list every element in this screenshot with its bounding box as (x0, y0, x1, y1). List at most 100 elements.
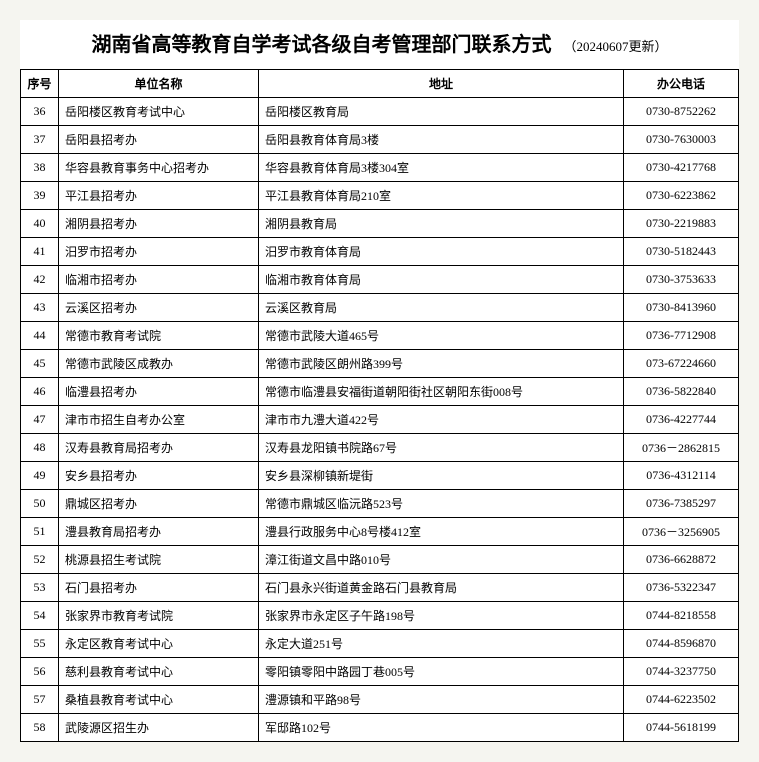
table-row: 55永定区教育考试中心永定大道251号0744-8596870 (21, 630, 739, 658)
cell-name: 岳阳楼区教育考试中心 (59, 98, 259, 126)
cell-phone: 0744-8218558 (624, 602, 739, 630)
cell-seq: 46 (21, 378, 59, 406)
cell-name: 石门县招考办 (59, 574, 259, 602)
table-row: 57桑植县教育考试中心澧源镇和平路98号0744-6223502 (21, 686, 739, 714)
table-header-row: 序号 单位名称 地址 办公电话 (21, 70, 739, 98)
table-row: 47津市市招生自考办公室津市市九澧大道422号0736-4227744 (21, 406, 739, 434)
cell-addr: 岳阳县教育体育局3楼 (259, 126, 624, 154)
table-row: 46临澧县招考办常德市临澧县安福街道朝阳街社区朝阳东街008号0736-5822… (21, 378, 739, 406)
document-container: 湖南省高等教育自学考试各级自考管理部门联系方式 （20240607更新） 序号 … (20, 20, 739, 742)
cell-name: 华容县教育事务中心招考办 (59, 154, 259, 182)
cell-seq: 52 (21, 546, 59, 574)
cell-addr: 军邸路102号 (259, 714, 624, 742)
table-row: 54张家界市教育考试院张家界市永定区子午路198号0744-8218558 (21, 602, 739, 630)
cell-phone: 0736-6628872 (624, 546, 739, 574)
cell-phone: 0730-3753633 (624, 266, 739, 294)
table-row: 48汉寿县教育局招考办汉寿县龙阳镇书院路67号0736－2862815 (21, 434, 739, 462)
title-row: 湖南省高等教育自学考试各级自考管理部门联系方式 （20240607更新） (20, 20, 739, 69)
table-body: 36岳阳楼区教育考试中心岳阳楼区教育局0730-875226237岳阳县招考办岳… (21, 98, 739, 742)
cell-name: 汨罗市招考办 (59, 238, 259, 266)
header-name: 单位名称 (59, 70, 259, 98)
cell-seq: 51 (21, 518, 59, 546)
cell-addr: 常德市临澧县安福街道朝阳街社区朝阳东街008号 (259, 378, 624, 406)
table-row: 41汨罗市招考办汨罗市教育体育局0730-5182443 (21, 238, 739, 266)
cell-phone: 0730-6223862 (624, 182, 739, 210)
cell-seq: 47 (21, 406, 59, 434)
cell-phone: 0744-8596870 (624, 630, 739, 658)
cell-phone: 0736-4227744 (624, 406, 739, 434)
cell-seq: 50 (21, 490, 59, 518)
cell-addr: 安乡县深柳镇新堤街 (259, 462, 624, 490)
contact-table: 序号 单位名称 地址 办公电话 36岳阳楼区教育考试中心岳阳楼区教育局0730-… (20, 69, 739, 742)
cell-phone: 0736-5822840 (624, 378, 739, 406)
cell-seq: 57 (21, 686, 59, 714)
cell-seq: 36 (21, 98, 59, 126)
cell-name: 鼎城区招考办 (59, 490, 259, 518)
cell-seq: 40 (21, 210, 59, 238)
cell-seq: 44 (21, 322, 59, 350)
cell-addr: 常德市鼎城区临沅路523号 (259, 490, 624, 518)
table-row: 52桃源县招生考试院漳江街道文昌中路010号0736-6628872 (21, 546, 739, 574)
cell-name: 临湘市招考办 (59, 266, 259, 294)
cell-name: 岳阳县招考办 (59, 126, 259, 154)
cell-addr: 常德市武陵区朗州路399号 (259, 350, 624, 378)
cell-name: 澧县教育局招考办 (59, 518, 259, 546)
table-row: 37岳阳县招考办岳阳县教育体育局3楼0730-7630003 (21, 126, 739, 154)
cell-addr: 石门县永兴街道黄金路石门县教育局 (259, 574, 624, 602)
cell-name: 汉寿县教育局招考办 (59, 434, 259, 462)
cell-phone: 0730-7630003 (624, 126, 739, 154)
cell-name: 桃源县招生考试院 (59, 546, 259, 574)
cell-name: 安乡县招考办 (59, 462, 259, 490)
cell-seq: 39 (21, 182, 59, 210)
title-main: 湖南省高等教育自学考试各级自考管理部门联系方式 (91, 34, 551, 56)
cell-seq: 43 (21, 294, 59, 322)
table-row: 43云溪区招考办云溪区教育局0730-8413960 (21, 294, 739, 322)
cell-name: 津市市招生自考办公室 (59, 406, 259, 434)
cell-addr: 华容县教育体育局3楼304室 (259, 154, 624, 182)
cell-phone: 073-67224660 (624, 350, 739, 378)
table-row: 45常德市武陵区成教办常德市武陵区朗州路399号073-67224660 (21, 350, 739, 378)
cell-phone: 0736－3256905 (624, 518, 739, 546)
table-row: 58武陵源区招生办军邸路102号0744-5618199 (21, 714, 739, 742)
cell-addr: 云溪区教育局 (259, 294, 624, 322)
cell-name: 常德市教育考试院 (59, 322, 259, 350)
cell-seq: 38 (21, 154, 59, 182)
cell-name: 桑植县教育考试中心 (59, 686, 259, 714)
cell-phone: 0736-7712908 (624, 322, 739, 350)
cell-phone: 0744-6223502 (624, 686, 739, 714)
cell-seq: 41 (21, 238, 59, 266)
cell-seq: 42 (21, 266, 59, 294)
cell-name: 永定区教育考试中心 (59, 630, 259, 658)
cell-phone: 0730-4217768 (624, 154, 739, 182)
cell-addr: 漳江街道文昌中路010号 (259, 546, 624, 574)
header-seq: 序号 (21, 70, 59, 98)
table-row: 51澧县教育局招考办澧县行政服务中心8号楼412室0736－3256905 (21, 518, 739, 546)
cell-phone: 0730-2219883 (624, 210, 739, 238)
table-row: 39平江县招考办平江县教育体育局210室0730-6223862 (21, 182, 739, 210)
table-row: 42临湘市招考办临湘市教育体育局0730-3753633 (21, 266, 739, 294)
cell-addr: 岳阳楼区教育局 (259, 98, 624, 126)
cell-addr: 平江县教育体育局210室 (259, 182, 624, 210)
cell-name: 张家界市教育考试院 (59, 602, 259, 630)
cell-addr: 张家界市永定区子午路198号 (259, 602, 624, 630)
cell-seq: 58 (21, 714, 59, 742)
cell-seq: 53 (21, 574, 59, 602)
table-row: 50鼎城区招考办常德市鼎城区临沅路523号0736-7385297 (21, 490, 739, 518)
table-row: 36岳阳楼区教育考试中心岳阳楼区教育局0730-8752262 (21, 98, 739, 126)
cell-name: 临澧县招考办 (59, 378, 259, 406)
cell-seq: 48 (21, 434, 59, 462)
table-row: 38华容县教育事务中心招考办华容县教育体育局3楼304室0730-4217768 (21, 154, 739, 182)
cell-addr: 临湘市教育体育局 (259, 266, 624, 294)
cell-addr: 津市市九澧大道422号 (259, 406, 624, 434)
cell-name: 常德市武陵区成教办 (59, 350, 259, 378)
cell-addr: 湘阴县教育局 (259, 210, 624, 238)
cell-seq: 54 (21, 602, 59, 630)
cell-phone: 0730-5182443 (624, 238, 739, 266)
cell-name: 平江县招考办 (59, 182, 259, 210)
cell-addr: 澧县行政服务中心8号楼412室 (259, 518, 624, 546)
cell-phone: 0730-8413960 (624, 294, 739, 322)
cell-phone: 0736-4312114 (624, 462, 739, 490)
cell-addr: 永定大道251号 (259, 630, 624, 658)
cell-name: 湘阴县招考办 (59, 210, 259, 238)
cell-phone: 0730-8752262 (624, 98, 739, 126)
